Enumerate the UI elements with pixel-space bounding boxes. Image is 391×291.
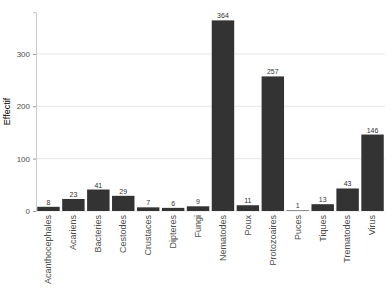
bar xyxy=(212,20,234,211)
y-tick-mark xyxy=(33,106,36,107)
x-tick-label: Poux xyxy=(243,215,253,236)
x-tick: Acanthocephales xyxy=(43,211,53,284)
x-tick-label: Fungi xyxy=(193,215,203,238)
bar xyxy=(311,204,333,211)
x-tick: Acariens xyxy=(68,211,78,250)
data-label: 1 xyxy=(296,202,300,209)
y-tick-mark xyxy=(33,159,36,160)
data-label: 8 xyxy=(47,199,51,206)
x-tick: Dipteres xyxy=(168,211,178,249)
bar xyxy=(87,190,109,211)
bar xyxy=(37,207,59,211)
data-labels: 8 23 41 29 7 6 9 364 11 257 1 13 43 146 xyxy=(47,12,379,209)
bar xyxy=(361,135,383,211)
data-label: 23 xyxy=(69,191,77,198)
y-tick-label: 300 xyxy=(17,50,31,59)
data-label: 13 xyxy=(319,196,327,203)
x-tick-label: Trematodes xyxy=(342,215,352,263)
x-tick-label: Virus xyxy=(367,215,377,236)
data-label: 43 xyxy=(344,180,352,187)
data-label: 7 xyxy=(146,199,150,206)
x-tick-label: Bacteries xyxy=(93,215,103,253)
x-tick: Trematodes xyxy=(342,211,352,263)
x-tick-label: Acanthocephales xyxy=(43,215,53,285)
grid-line xyxy=(36,53,385,54)
y-tick: 0 xyxy=(26,207,36,216)
data-label: 257 xyxy=(267,68,279,75)
x-tick: Poux xyxy=(243,211,253,236)
data-label: 11 xyxy=(244,197,251,204)
plot: 0 100 200 300 8 23 41 29 7 6 9 364 11 257 1 13 43 146 Acan… xyxy=(17,12,385,284)
x-tick: Nematodes xyxy=(218,211,228,261)
grid-line xyxy=(36,106,385,107)
bar xyxy=(262,76,284,211)
bar xyxy=(187,206,209,211)
bar xyxy=(162,208,184,211)
data-label: 29 xyxy=(119,188,127,195)
bar xyxy=(137,207,159,211)
x-tick: Tiques xyxy=(318,211,328,242)
x-tick: Protozoaires xyxy=(268,211,278,266)
y-axis-line xyxy=(33,13,37,212)
x-tick-label: Crustaces xyxy=(143,215,153,256)
y-tick-label: 0 xyxy=(26,207,31,216)
x-tick-label: Protozoaires xyxy=(268,215,278,266)
bar xyxy=(237,205,259,211)
data-label: 146 xyxy=(367,127,379,134)
x-tick-label: Acariens xyxy=(68,215,78,251)
bar xyxy=(62,199,84,211)
bar xyxy=(336,188,358,211)
bars xyxy=(37,20,384,211)
x-tick: Cestodes xyxy=(118,211,128,253)
y-axis: 0 100 200 300 xyxy=(17,13,37,217)
y-axis-title: Effectif xyxy=(2,97,12,125)
data-label: 9 xyxy=(196,198,200,205)
grid-line xyxy=(36,158,385,159)
y-tick-mark xyxy=(33,54,36,55)
bar xyxy=(287,210,309,211)
y-tick-label: 200 xyxy=(17,102,31,111)
x-tick: Bacteries xyxy=(93,211,103,253)
x-tick-label: Nematodes xyxy=(218,215,228,262)
grid xyxy=(36,54,385,211)
y-tick: 300 xyxy=(17,50,36,59)
y-tick: 200 xyxy=(17,102,36,111)
x-tick: Fungi xyxy=(193,211,203,238)
x-tick-label: Puces xyxy=(293,215,303,241)
bar xyxy=(112,196,134,211)
x-tick: Puces xyxy=(293,211,303,240)
x-tick: Virus xyxy=(367,211,377,235)
y-tick-mark xyxy=(33,211,36,212)
data-label: 41 xyxy=(94,182,102,189)
chart: 0 100 200 300 8 23 41 29 7 6 9 364 11 257 1 13 43 146 Acan… xyxy=(0,0,391,291)
data-label: 6 xyxy=(171,200,175,207)
x-axis: Acanthocephales Acariens Bacteries Cestodes… xyxy=(43,211,377,284)
data-label: 364 xyxy=(217,12,229,19)
x-tick-label: Dipteres xyxy=(168,215,178,249)
y-tick: 100 xyxy=(17,155,36,164)
x-tick-label: Tiques xyxy=(318,215,328,242)
x-tick-label: Cestodes xyxy=(118,215,128,254)
x-tick: Crustaces xyxy=(143,211,153,256)
y-tick-label: 100 xyxy=(17,155,31,164)
